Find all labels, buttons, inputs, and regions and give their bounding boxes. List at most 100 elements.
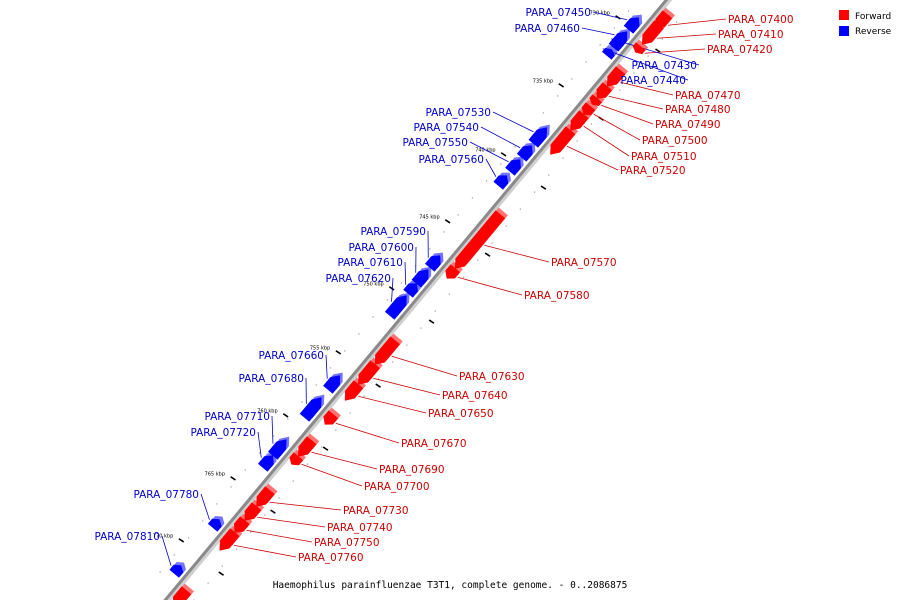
gene-label[interactable]: PARA_07490 xyxy=(655,119,721,131)
gene-PARA_07410[interactable] xyxy=(642,17,667,45)
minor-tick xyxy=(576,140,578,142)
gene-label[interactable]: PARA_07420 xyxy=(707,44,773,56)
gene-PARA_07530[interactable] xyxy=(528,124,550,148)
minor-tick xyxy=(287,418,289,420)
gene-label[interactable]: PARA_07540 xyxy=(413,122,479,134)
leader-line xyxy=(257,431,262,458)
gene-label[interactable]: PARA_07810 xyxy=(94,531,160,543)
gene-arrow xyxy=(384,295,407,320)
gene-label[interactable]: PARA_07670 xyxy=(401,438,467,450)
gene-PARA_07580[interactable] xyxy=(445,261,463,279)
minor-tick xyxy=(273,435,275,437)
gene-PARA_07680[interactable] xyxy=(299,394,325,422)
gene-PARA_07620[interactable] xyxy=(384,292,410,320)
major-tick-left xyxy=(388,286,395,291)
gene-PARA_07560[interactable] xyxy=(493,172,511,190)
gene-PARA_07700[interactable] xyxy=(289,449,306,466)
major-tick-left xyxy=(500,152,507,157)
gene-label[interactable]: PARA_07730 xyxy=(343,505,409,517)
gene-label[interactable]: PARA_07760 xyxy=(298,552,364,564)
gene-label[interactable]: PARA_07550 xyxy=(402,137,468,149)
leader-line xyxy=(233,544,297,558)
leader-line xyxy=(269,501,342,511)
gene-label[interactable]: PARA_07780 xyxy=(133,489,199,501)
gene-label[interactable]: PARA_07560 xyxy=(418,154,484,166)
gene-PARA_07460[interactable] xyxy=(610,28,630,50)
gene-label[interactable]: PARA_07400 xyxy=(728,14,794,26)
gene-PARA_07810[interactable] xyxy=(169,561,186,578)
leader-line xyxy=(391,277,394,302)
minor-tick xyxy=(514,146,516,148)
minor-tick xyxy=(505,225,507,227)
gene-label[interactable]: PARA_07700 xyxy=(364,481,430,493)
gene-label[interactable]: PARA_07660 xyxy=(258,350,324,362)
gene-partial-bottom[interactable] xyxy=(173,583,194,600)
gene-PARA_07440[interactable] xyxy=(601,45,618,60)
gene-PARA_07720[interactable] xyxy=(257,452,277,472)
major-tick-left xyxy=(282,413,289,418)
gene-PARA_07780[interactable] xyxy=(207,515,225,532)
gene-label[interactable]: PARA_07690 xyxy=(379,464,445,476)
gene-label[interactable]: PARA_07720 xyxy=(190,427,256,439)
gene-label[interactable]: PARA_07680 xyxy=(238,373,304,385)
major-tick-left xyxy=(444,219,451,224)
minor-tick xyxy=(420,327,422,329)
gene-PARA_07670[interactable] xyxy=(323,407,341,425)
gene-label[interactable]: PARA_07500 xyxy=(642,135,708,147)
gene-PARA_07570[interactable] xyxy=(454,207,508,269)
minor-tick xyxy=(372,316,374,318)
gene-label[interactable]: PARA_07450 xyxy=(525,7,591,19)
gene-PARA_07660[interactable] xyxy=(323,372,343,394)
gene-PARA_07760[interactable] xyxy=(219,525,243,551)
gene-label[interactable]: PARA_07610 xyxy=(337,257,403,269)
gene-PARA_07450[interactable] xyxy=(623,14,643,34)
minor-tick xyxy=(187,537,190,539)
major-tick-right xyxy=(270,509,276,514)
leader-line xyxy=(301,463,363,487)
gene-label[interactable]: PARA_07710 xyxy=(204,411,270,423)
gene-label[interactable]: PARA_07520 xyxy=(620,165,686,177)
minor-tick xyxy=(400,282,403,284)
gene-PARA_07650[interactable] xyxy=(344,377,366,401)
gene-label[interactable]: PARA_07430 xyxy=(631,60,697,72)
gene-label[interactable]: PARA_07440 xyxy=(620,75,686,87)
major-tick-right xyxy=(375,383,382,388)
gene-arrow xyxy=(219,528,240,551)
gene-PARA_07540[interactable] xyxy=(516,142,536,162)
gene-label[interactable]: PARA_07620 xyxy=(325,273,391,285)
gene-label[interactable]: PARA_07480 xyxy=(665,104,731,116)
gene-PARA_07590[interactable] xyxy=(424,252,444,272)
minor-tick xyxy=(258,452,261,454)
leader-line xyxy=(644,48,706,54)
minor-tick xyxy=(448,293,451,295)
leader-line xyxy=(271,415,274,444)
gene-label[interactable]: PARA_07630 xyxy=(459,371,525,383)
minor-tick xyxy=(675,21,678,23)
axis-layer xyxy=(163,0,673,600)
gene-label[interactable]: PARA_07460 xyxy=(514,23,580,35)
gene-label[interactable]: PARA_07510 xyxy=(631,151,697,163)
gene-label[interactable]: PARA_07650 xyxy=(428,408,494,420)
major-tick-right xyxy=(655,48,661,53)
leader-line xyxy=(311,451,378,470)
gene-label[interactable]: PARA_07640 xyxy=(442,390,508,402)
gene-PARA_07610[interactable] xyxy=(403,280,421,298)
leader-line xyxy=(583,125,630,157)
minor-tick xyxy=(335,429,337,431)
gene-PARA_07750[interactable] xyxy=(233,513,253,533)
gene-label[interactable]: PARA_07570 xyxy=(551,257,617,269)
gene-label[interactable]: PARA_07740 xyxy=(327,522,393,534)
gene-label[interactable]: PARA_07600 xyxy=(348,242,414,254)
gene-PARA_07740[interactable] xyxy=(244,499,265,521)
gene-label[interactable]: PARA_07530 xyxy=(425,107,491,119)
minor-tick xyxy=(292,480,294,482)
gene-PARA_07420[interactable] xyxy=(632,39,649,55)
leader-line xyxy=(161,535,172,566)
gene-PARA_07520[interactable] xyxy=(550,123,579,155)
gene-label[interactable]: PARA_07590 xyxy=(360,226,426,238)
gene-label[interactable]: PARA_07410 xyxy=(718,29,784,41)
gene-PARA_07550[interactable] xyxy=(505,156,524,176)
gene-label[interactable]: PARA_07750 xyxy=(314,537,380,549)
gene-label[interactable]: PARA_07470 xyxy=(675,90,741,102)
gene-label[interactable]: PARA_07580 xyxy=(524,290,590,302)
